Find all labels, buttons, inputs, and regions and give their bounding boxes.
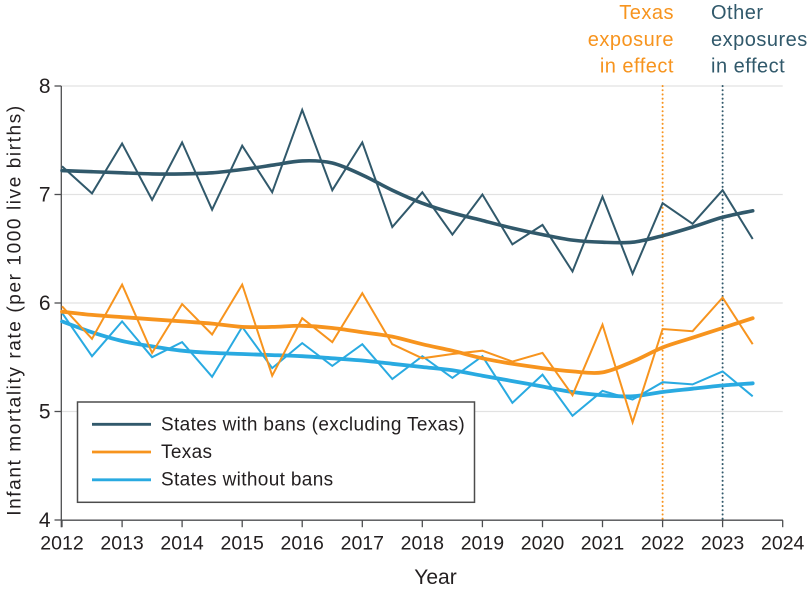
svg-text:7: 7 [39,184,51,207]
svg-text:2023: 2023 [701,532,744,554]
svg-text:exposures: exposures [711,29,808,51]
svg-text:Texas: Texas [619,2,674,24]
svg-text:in effect: in effect [711,56,785,78]
svg-text:2020: 2020 [521,532,565,554]
svg-text:Infant mortality rate (per 100: Infant mortality rate (per 1000 live bir… [5,104,26,516]
svg-text:2024: 2024 [761,532,805,554]
svg-text:2015: 2015 [221,532,265,554]
svg-text:2021: 2021 [581,532,624,554]
svg-text:2017: 2017 [341,532,384,554]
svg-text:5: 5 [39,401,51,424]
svg-text:Texas: Texas [161,442,212,463]
svg-text:2014: 2014 [160,532,204,554]
svg-text:Year: Year [414,566,456,589]
svg-text:States without bans: States without bans [161,470,333,491]
svg-text:2012: 2012 [40,532,83,554]
svg-text:2022: 2022 [641,532,684,554]
svg-text:2019: 2019 [461,532,504,554]
svg-text:2016: 2016 [281,532,324,554]
svg-text:States with bans (excluding Te: States with bans (excluding Texas) [161,415,465,436]
svg-text:exposure: exposure [588,29,674,51]
svg-text:2013: 2013 [100,532,143,554]
svg-text:in effect: in effect [600,56,674,78]
svg-text:8: 8 [39,75,51,98]
svg-text:Other: Other [711,2,764,24]
svg-text:4: 4 [39,509,51,532]
svg-text:2018: 2018 [401,532,444,554]
svg-text:6: 6 [39,292,51,315]
